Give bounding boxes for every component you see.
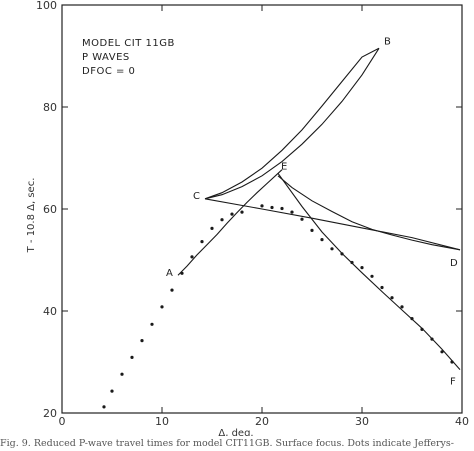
x-tick-label: 40 — [455, 415, 469, 428]
observed-point — [110, 389, 114, 393]
observed-point — [400, 305, 404, 309]
observed-point — [102, 405, 106, 409]
travel-time-branch-4 — [204, 198, 461, 251]
observed-point — [390, 296, 394, 300]
x-tick-label: 30 — [355, 415, 369, 428]
annotation-line: MODEL CIT 11GB — [82, 38, 175, 49]
observed-point — [220, 218, 224, 222]
observed-point — [130, 355, 134, 359]
observed-point — [330, 247, 334, 251]
y-axis-label: T - 10.8 Δ, sec. — [26, 178, 37, 254]
curves-layer — [177, 47, 461, 370]
observed-point — [140, 339, 144, 343]
x-tick-label: 20 — [255, 415, 269, 428]
observed-point — [200, 240, 204, 244]
observed-point — [180, 271, 184, 275]
observed-point — [230, 212, 234, 216]
observed-point — [280, 206, 284, 211]
point-label-a: A — [166, 268, 173, 279]
observed-point — [410, 317, 414, 321]
y-tick-label: 100 — [36, 0, 57, 12]
axis-ticks: 0 10 20 30 40 20 40 60 80 100 — [36, 0, 469, 428]
observed-point — [450, 360, 454, 364]
y-tick-label: 60 — [43, 203, 57, 216]
point-label-c: C — [193, 191, 200, 202]
observed-point — [240, 210, 244, 214]
observed-point — [260, 204, 264, 208]
observed-point — [170, 288, 174, 292]
point-labels-layer: A B C D E F — [166, 36, 458, 387]
observed-points-layer — [102, 204, 454, 409]
observed-point — [320, 238, 324, 242]
observed-point — [300, 217, 304, 221]
y-tick-label: 80 — [43, 101, 57, 114]
point-label-d: D — [450, 258, 458, 269]
observed-point — [290, 210, 294, 214]
x-tick-label: 0 — [59, 415, 66, 428]
observed-point — [440, 350, 444, 354]
y-tick-label: 20 — [43, 407, 57, 420]
point-label-b: B — [384, 36, 391, 47]
travel-time-chart: 0 10 20 30 40 20 40 60 80 100 A B C D E F MODEL CIT 11… — [26, 0, 469, 436]
observed-point — [430, 337, 434, 341]
observed-point — [120, 372, 124, 376]
point-label-f: F — [450, 377, 456, 388]
travel-time-branch-1 — [177, 169, 283, 276]
figure-caption: Fig. 9. Reduced P-wave travel times for … — [0, 438, 454, 449]
observed-point — [360, 266, 364, 270]
model-annotation: MODEL CIT 11GB P WAVES DFOC = 0 — [82, 38, 175, 77]
annotation-line: P WAVES — [82, 52, 130, 63]
observed-point — [270, 205, 274, 210]
observed-point — [210, 226, 214, 230]
observed-point — [380, 285, 384, 290]
observed-point — [350, 260, 354, 265]
observed-point — [370, 274, 374, 278]
x-axis-label: Δ, deg. — [218, 428, 253, 436]
travel-time-branch-3 — [204, 47, 380, 200]
y-tick-label: 40 — [43, 305, 57, 318]
annotation-line: DFOC = 0 — [82, 66, 135, 77]
travel-time-branch-5 — [277, 175, 461, 251]
observed-point — [150, 322, 154, 326]
observed-point — [160, 305, 164, 309]
point-label-e: E — [281, 161, 287, 172]
observed-point — [420, 327, 424, 331]
travel-time-branch-2 — [204, 48, 380, 200]
observed-point — [340, 252, 344, 256]
x-tick-label: 10 — [155, 415, 169, 428]
observed-point — [190, 255, 194, 259]
observed-point — [310, 228, 314, 232]
